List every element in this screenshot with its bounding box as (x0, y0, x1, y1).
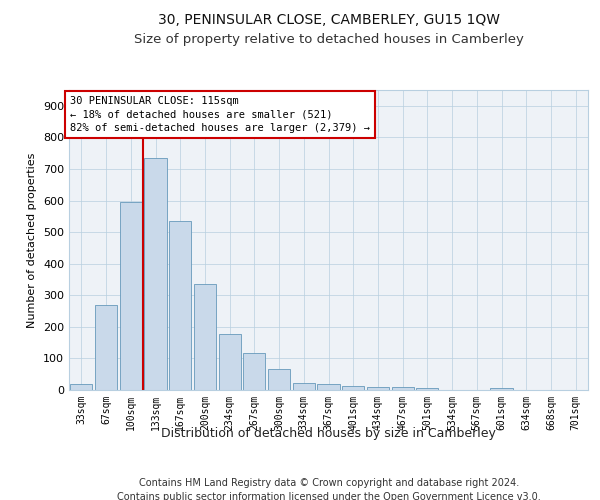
Text: Distribution of detached houses by size in Camberley: Distribution of detached houses by size … (161, 428, 496, 440)
Bar (194, 284, 216, 390)
Bar (342, 386, 364, 390)
Bar (119, 202, 142, 390)
Bar (145, 158, 167, 390)
Bar (95, 304, 117, 390)
Bar (490, 388, 512, 390)
Bar (367, 388, 389, 390)
Text: Size of property relative to detached houses in Camberley: Size of property relative to detached ho… (134, 32, 524, 46)
Bar (243, 352, 265, 390)
Text: 30 PENINSULAR CLOSE: 115sqm
← 18% of detached houses are smaller (521)
82% of se: 30 PENINSULAR CLOSE: 115sqm ← 18% of det… (70, 96, 370, 132)
Bar (392, 388, 414, 390)
Bar (70, 384, 92, 390)
Y-axis label: Number of detached properties: Number of detached properties (28, 152, 37, 328)
Bar (268, 368, 290, 390)
Text: 30, PENINSULAR CLOSE, CAMBERLEY, GU15 1QW: 30, PENINSULAR CLOSE, CAMBERLEY, GU15 1Q… (158, 12, 500, 26)
Bar (169, 221, 191, 390)
Bar (416, 388, 439, 390)
Bar (293, 383, 315, 390)
Bar (317, 384, 340, 390)
Bar (218, 334, 241, 390)
Text: Contains HM Land Registry data © Crown copyright and database right 2024.
Contai: Contains HM Land Registry data © Crown c… (117, 478, 541, 500)
